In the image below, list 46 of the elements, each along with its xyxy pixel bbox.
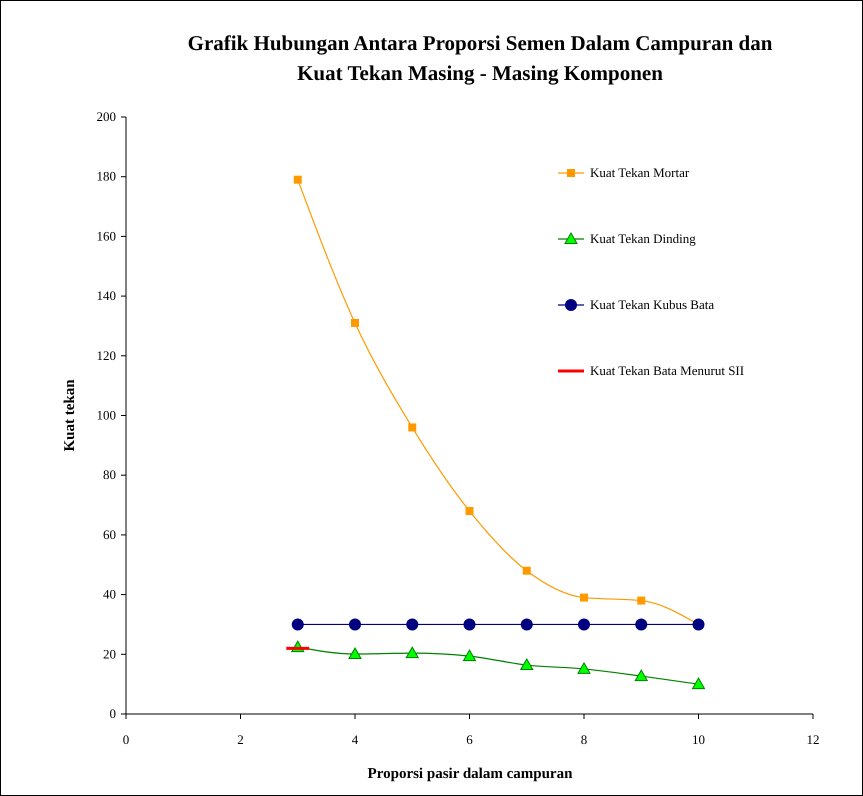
y-tick-label: 40: [103, 586, 116, 602]
point: [580, 594, 588, 602]
point: [692, 678, 705, 690]
x-tick-label: 0: [122, 732, 130, 747]
point: [466, 507, 474, 516]
legend-label: Kuat Tekan Kubus Bata: [590, 297, 714, 312]
point: [635, 618, 648, 630]
y-tick-label: 0: [110, 706, 116, 721]
y-tick-label: 20: [103, 646, 116, 662]
point: [349, 618, 361, 630]
point: [637, 596, 646, 605]
y-tick-label: 120: [96, 348, 116, 363]
point: [578, 662, 590, 674]
y-axis-title: Kuat tekan: [62, 378, 78, 452]
y-tick-label: 60: [103, 526, 116, 542]
point: [406, 646, 419, 658]
point: [520, 658, 534, 670]
point: [406, 618, 418, 630]
y-tick-label: 200: [96, 109, 116, 124]
x-axis-title: Proporsi pasir dalam campuran: [368, 766, 574, 782]
point: [634, 670, 648, 682]
y-tick-label: 80: [103, 467, 116, 482]
point: [351, 318, 359, 327]
point: [294, 176, 302, 184]
legend-label: Kuat Tekan Dinding: [590, 231, 696, 246]
point: [464, 618, 476, 630]
x-tick-label: 8: [580, 732, 588, 747]
point: [578, 618, 590, 630]
point: [292, 618, 304, 630]
y-tick-label: 180: [96, 168, 116, 184]
x-tick-label: 10: [692, 732, 705, 747]
legend-label: Kuat Tekan Mortar: [590, 165, 690, 180]
y-tick-label: 140: [96, 288, 116, 304]
legend-label: Kuat Tekan Bata Menurut SII: [590, 363, 744, 378]
point: [522, 566, 531, 575]
point: [348, 648, 362, 659]
x-tick-label: 2: [237, 732, 244, 747]
y-tick-label: 160: [96, 228, 116, 244]
point: [463, 650, 476, 662]
x-tick-label: 12: [806, 732, 820, 747]
y-tick-label: 100: [96, 408, 116, 422]
chart-title: Grafik Hubungan Antara Proporsi Semen Dalam Campuran dan Kuat Tekan Masing - Masing Komponen: [188, 31, 773, 85]
point: [520, 618, 533, 630]
point: [408, 423, 416, 432]
x-tick-label: 6: [466, 732, 474, 747]
x-tick-label: 4: [352, 732, 359, 747]
